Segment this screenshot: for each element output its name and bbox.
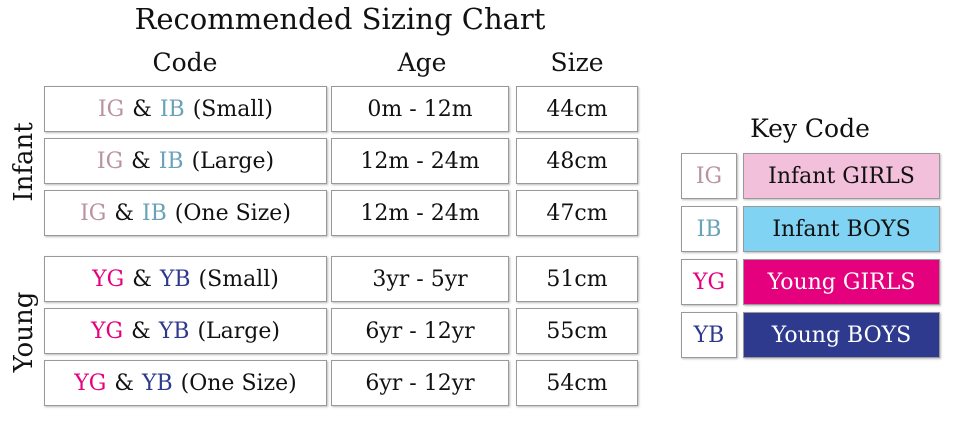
header: Size xyxy=(550,48,604,77)
size-cell: 54cm xyxy=(516,360,638,406)
code-part: (Large) xyxy=(191,148,275,174)
code-part: IB xyxy=(141,200,167,226)
code-cell: YG & YB (Large) xyxy=(44,308,327,354)
key-label: Young GIRLS xyxy=(743,259,940,305)
code-part: (Small) xyxy=(198,266,279,292)
age-cell: 12m - 24m xyxy=(331,138,509,184)
key-label: Infant GIRLS xyxy=(743,153,940,199)
code-part: & xyxy=(114,200,134,226)
group-label: Young xyxy=(9,291,39,373)
code-part: IB xyxy=(159,96,185,122)
code-part: & xyxy=(131,148,151,174)
code-part: (Small) xyxy=(192,96,273,122)
key-title: Key Code xyxy=(750,114,870,143)
code-part: YG xyxy=(74,370,107,396)
code-cell: IG & IB (One Size) xyxy=(44,190,327,236)
key-code: YB xyxy=(681,312,737,358)
code-part: (Large) xyxy=(197,318,280,344)
size-cell: 55cm xyxy=(516,308,638,354)
size-cell: 51cm xyxy=(516,256,638,302)
age-cell: 0m - 12m xyxy=(331,86,509,132)
key-code: IB xyxy=(681,206,737,252)
code-part: YB xyxy=(159,266,191,292)
code-cell: IG & IB (Large) xyxy=(44,138,327,184)
key-label: Young BOYS xyxy=(743,312,940,358)
code-part: IG xyxy=(96,148,124,174)
key-code: IG xyxy=(681,153,737,199)
age-cell: 6yr - 12yr xyxy=(331,308,509,354)
title: Recommended Sizing Chart xyxy=(134,2,546,36)
size-cell: 47cm xyxy=(516,190,638,236)
header: Age xyxy=(397,48,447,77)
group-label: Infant xyxy=(9,122,39,202)
size-cell: 44cm xyxy=(516,86,638,132)
header: Code xyxy=(152,48,218,77)
code-part: YG xyxy=(91,318,124,344)
age-cell: 3yr - 5yr xyxy=(331,256,509,302)
code-part: YG xyxy=(92,266,125,292)
code-cell: IG & IB (Small) xyxy=(44,86,327,132)
age-cell: 12m - 24m xyxy=(331,190,509,236)
key-label: Infant BOYS xyxy=(743,206,940,252)
code-part: & xyxy=(132,96,152,122)
size-cell: 48cm xyxy=(516,138,638,184)
code-part: (One Size) xyxy=(180,370,297,396)
code-cell: YG & YB (One Size) xyxy=(44,360,327,406)
code-cell: YG & YB (Small) xyxy=(44,256,327,302)
code-part: YB xyxy=(141,370,173,396)
key-code: YG xyxy=(681,259,737,305)
code-part: & xyxy=(132,266,152,292)
code-part: (One Size) xyxy=(174,200,291,226)
code-part: & xyxy=(131,318,151,344)
code-part: IB xyxy=(158,148,184,174)
code-part: IG xyxy=(80,200,107,226)
age-cell: 6yr - 12yr xyxy=(331,360,509,406)
code-part: IG xyxy=(97,96,125,122)
code-part: YB xyxy=(158,318,190,344)
code-part: & xyxy=(114,370,134,396)
